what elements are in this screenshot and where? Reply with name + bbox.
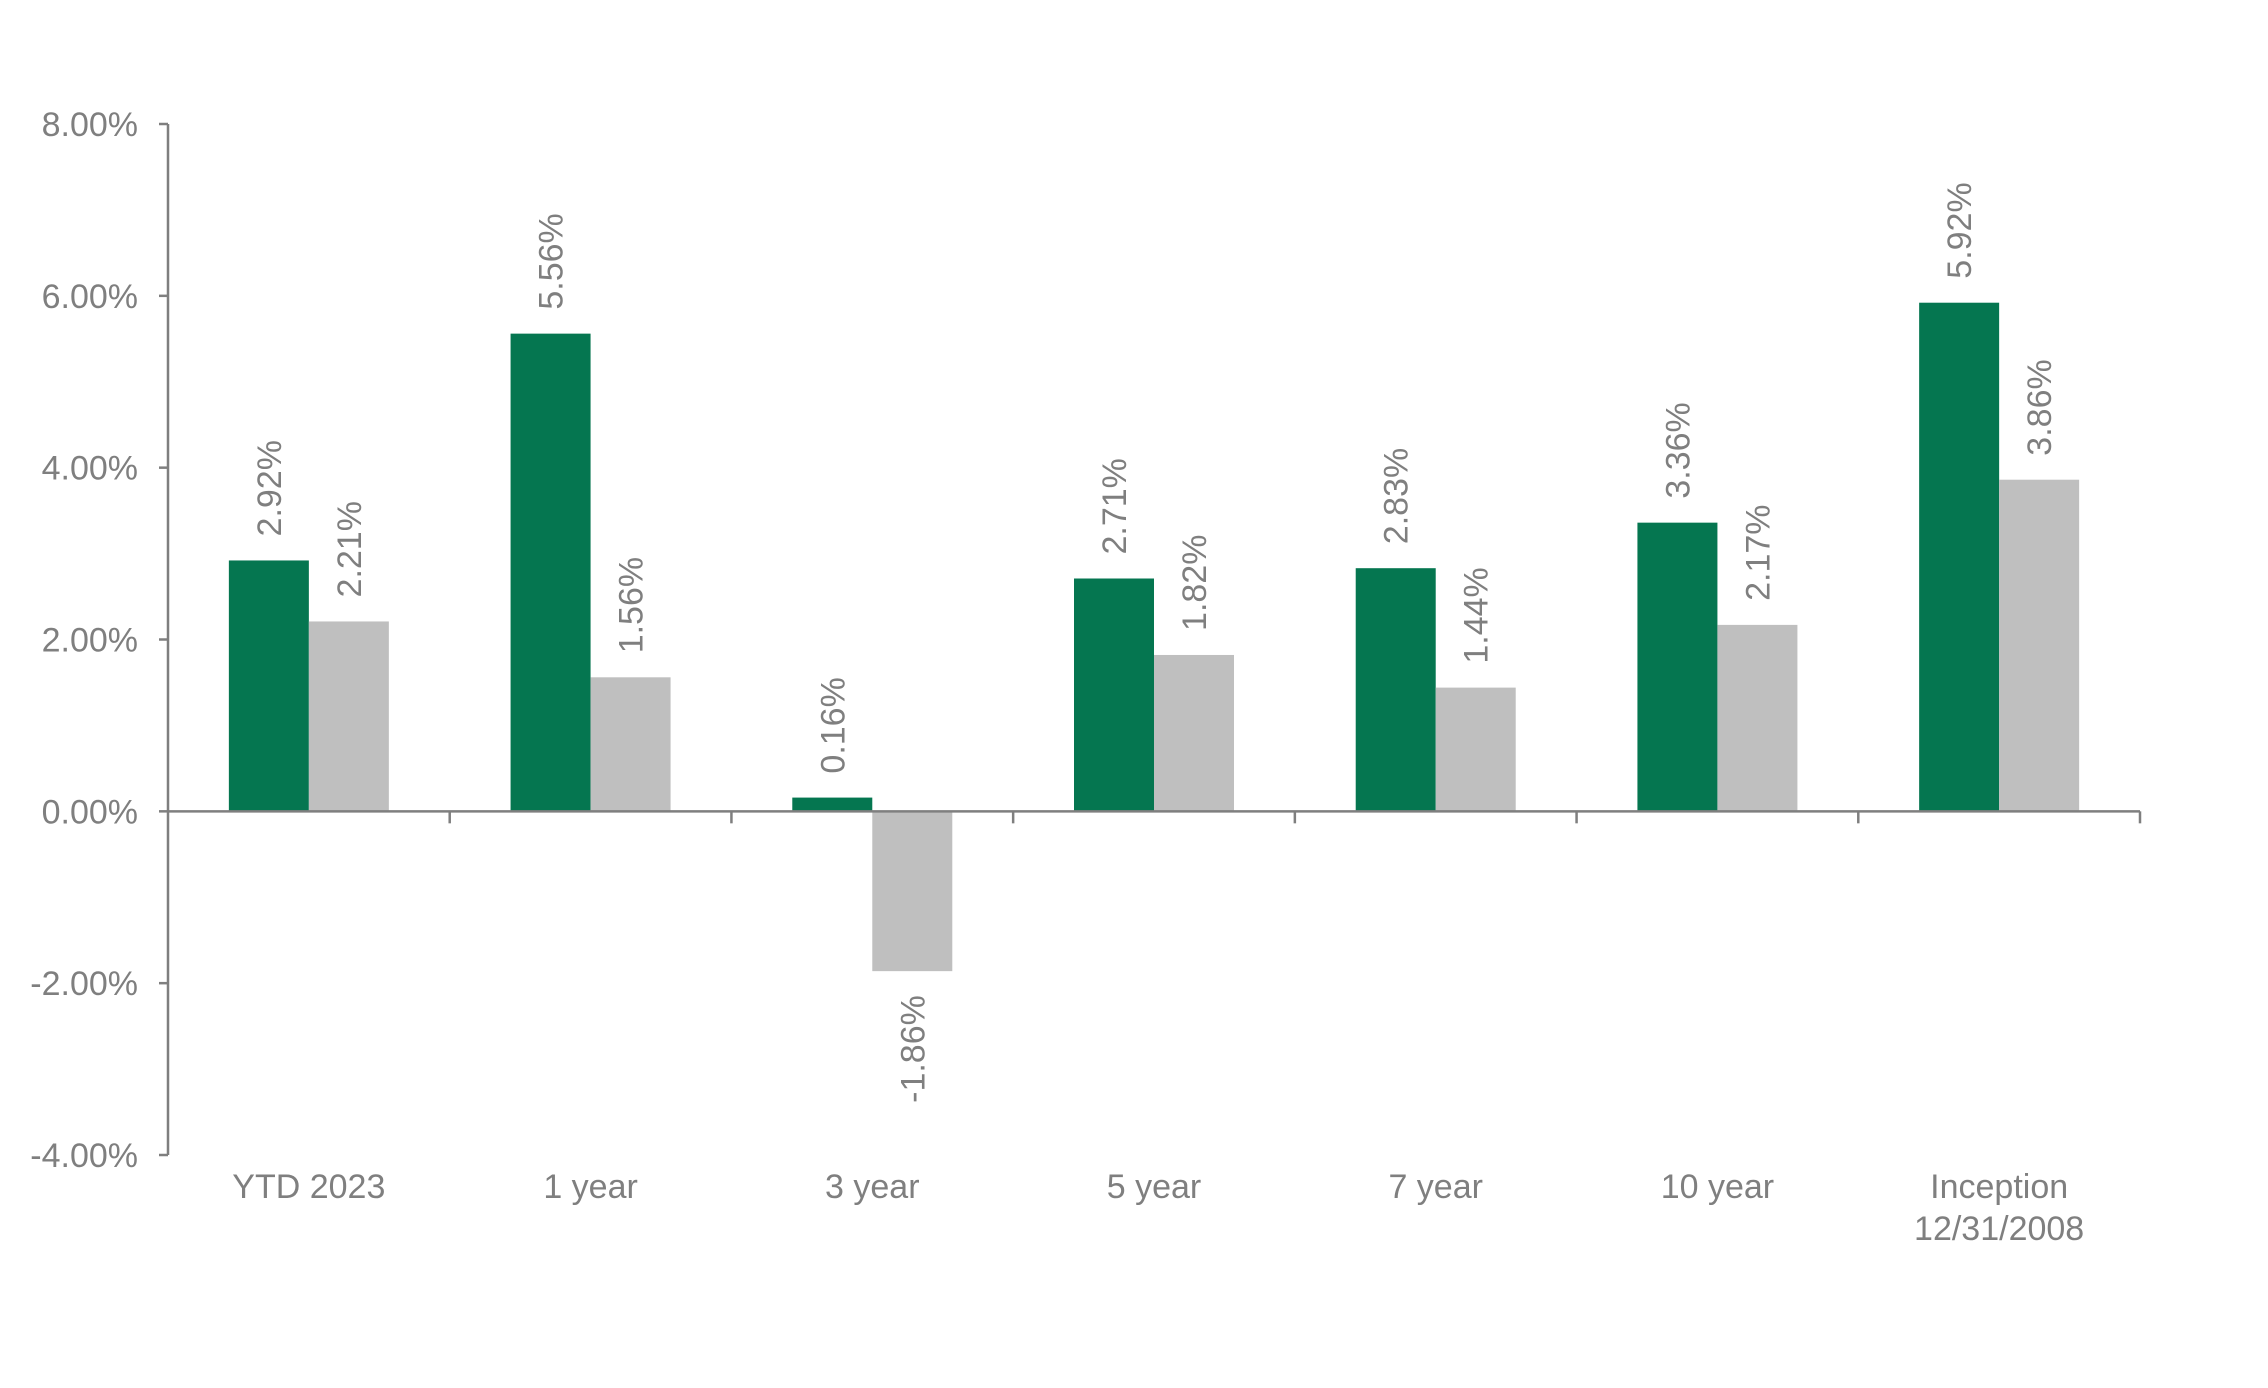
labels-layer: 2.92% 5.56% 0.16% 2.71% 2.83% 3.36% 5.92% 2.21%… bbox=[30, 106, 2084, 1248]
bar-series1-cat5 bbox=[1355, 568, 1436, 812]
data-label-series1-cat2: 5.56% bbox=[533, 213, 571, 309]
x-tick-label: 10 year bbox=[1661, 1168, 1774, 1206]
data-label-series2-cat7: 3.86% bbox=[2021, 359, 2059, 455]
bar-series2-cat3 bbox=[872, 811, 953, 972]
y-tick-label: 4.00% bbox=[42, 450, 138, 488]
bar-series2-cat1 bbox=[308, 621, 389, 812]
data-label-series2-cat3: -1.86% bbox=[894, 995, 932, 1103]
bar-series2-cat6 bbox=[1717, 624, 1798, 812]
bar-series2-cat4 bbox=[1154, 654, 1234, 812]
data-label-series2-cat5: 1.44% bbox=[1458, 567, 1496, 663]
data-label-series2-cat6: 2.17% bbox=[1739, 504, 1777, 600]
y-tick-label: 6.00% bbox=[42, 278, 138, 316]
x-tick-label: YTD 2023 bbox=[232, 1168, 385, 1206]
axes-layer bbox=[159, 122, 2142, 1157]
bar-series1-cat6 bbox=[1637, 522, 1718, 812]
bar-series1-cat2 bbox=[510, 333, 591, 812]
x-tick-label: 5 year bbox=[1107, 1168, 1202, 1206]
y-tick-label: 8.00% bbox=[42, 106, 138, 144]
data-label-series1-cat7: 5.92% bbox=[1941, 182, 1979, 278]
x-tick-label: 3 year bbox=[825, 1168, 920, 1206]
bar-series2-cat7 bbox=[1999, 479, 2080, 812]
bar-series2-cat2 bbox=[590, 677, 671, 812]
bar-series1-cat1 bbox=[228, 560, 309, 812]
data-label-series1-cat5: 2.83% bbox=[1378, 448, 1416, 544]
data-label-series1-cat3: 0.16% bbox=[814, 677, 852, 773]
y-tick-label: -2.00% bbox=[30, 965, 138, 1003]
data-label-series1-cat4: 2.71% bbox=[1096, 458, 1134, 554]
bar-series2-cat5 bbox=[1435, 687, 1516, 812]
data-label-series2-cat2: 1.56% bbox=[613, 557, 651, 653]
data-label-series2-cat4: 1.82% bbox=[1176, 535, 1214, 631]
data-label-series2-cat1: 2.21% bbox=[331, 501, 369, 597]
y-tick-label: 0.00% bbox=[42, 793, 138, 831]
x-tick-label: Inception bbox=[1930, 1168, 2068, 1206]
bar-series1-cat4 bbox=[1074, 578, 1154, 812]
x-tick-label: 12/31/2008 bbox=[1914, 1210, 2084, 1248]
bar-series1-cat3 bbox=[792, 797, 873, 812]
data-label-series1-cat1: 2.92% bbox=[251, 440, 289, 536]
y-tick-label: -4.00% bbox=[30, 1137, 138, 1175]
bar-series1-cat7 bbox=[1919, 302, 2000, 812]
x-tick-label: 7 year bbox=[1388, 1168, 1483, 1206]
x-tick-label: 1 year bbox=[543, 1168, 638, 1206]
data-label-series1-cat6: 3.36% bbox=[1659, 402, 1697, 498]
bars-layer bbox=[228, 302, 2080, 972]
y-tick-label: 2.00% bbox=[42, 622, 138, 660]
